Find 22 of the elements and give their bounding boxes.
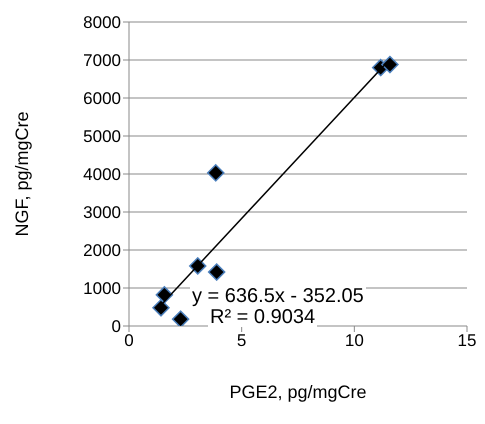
y-tick-label: 7000: [83, 51, 121, 70]
x-tick-label: 0: [124, 331, 134, 350]
point: [207, 164, 225, 182]
y-tick-label: 0: [112, 317, 121, 336]
x-axis-title: PGE2, pg/mgCre: [229, 382, 367, 402]
y-tick-label: 5000: [83, 127, 121, 146]
y-tick-label: 6000: [83, 89, 121, 108]
annotation: R² = 0.9034: [208, 306, 318, 328]
x-tick-label: 10: [344, 331, 364, 350]
point: [208, 263, 226, 281]
y-tick-label: 3000: [83, 203, 121, 222]
y-tick-label: 8000: [83, 13, 121, 32]
point: [172, 310, 190, 326]
y-tick-label: 1000: [83, 279, 121, 298]
point: [381, 56, 399, 74]
y-tick-label: 2000: [83, 241, 121, 260]
point: [152, 299, 170, 317]
y-tick-label: 4000: [83, 165, 121, 184]
y-axis-title: NGF, pg/mgCre: [12, 111, 32, 237]
x-tick-label: 5: [236, 331, 246, 350]
x-tick-label: 15: [458, 331, 476, 350]
annotation: y = 636.5x - 352.05: [190, 285, 366, 307]
